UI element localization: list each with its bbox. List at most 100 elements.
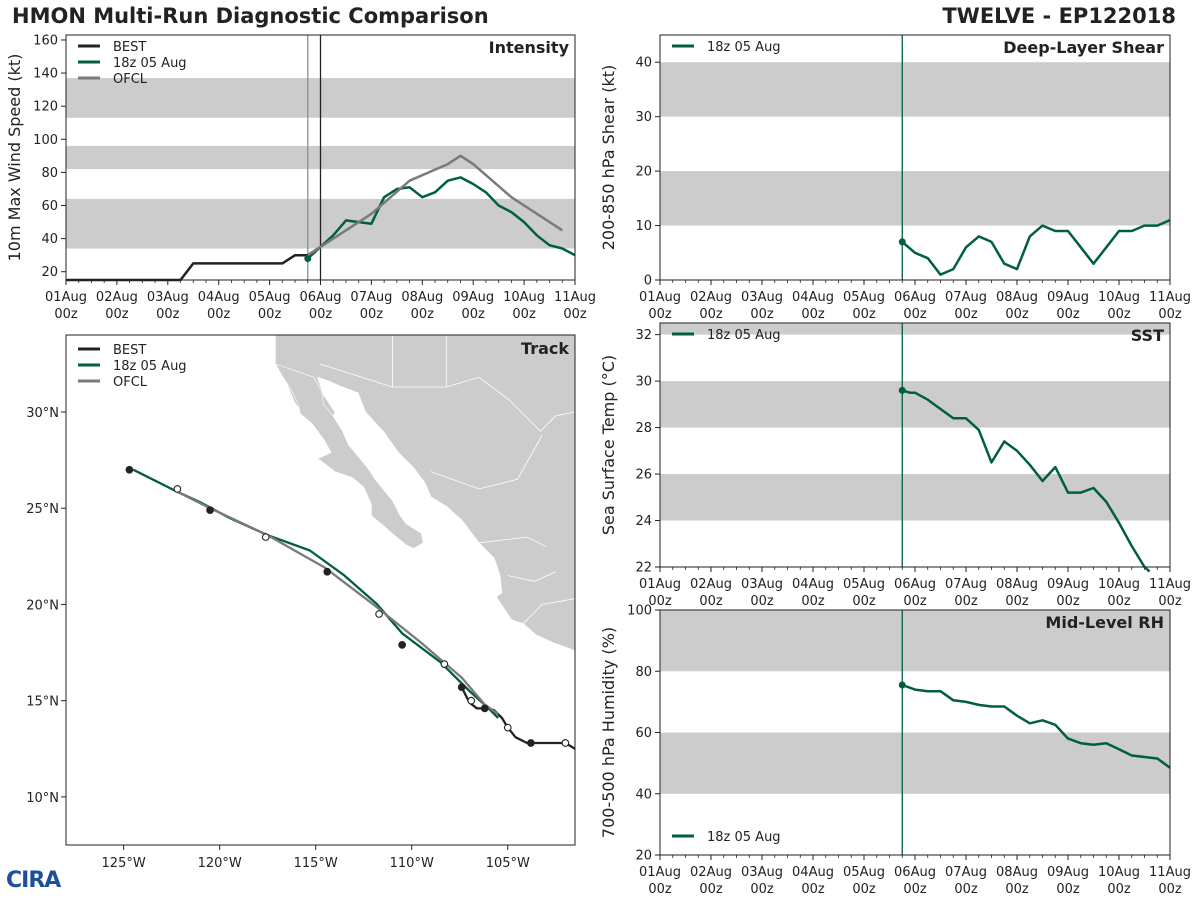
border-2 <box>446 376 575 432</box>
track-legend-label-0: BEST <box>113 343 146 358</box>
best-filled-marker <box>457 683 466 692</box>
track-series-18z-05-aug <box>132 468 500 719</box>
sst-band-1 <box>660 381 1170 428</box>
sst-xtick-hour-4: 00z <box>852 594 876 609</box>
page-title: HMON Multi-Run Diagnostic Comparison <box>12 4 489 28</box>
intensity-xtick-hour-2: 00z <box>156 307 180 322</box>
rh-xtick-hour-2: 00z <box>750 882 774 897</box>
shear-xtick-date-6: 07Aug <box>945 290 987 305</box>
rh-xtick-hour-0: 00z <box>648 882 672 897</box>
sst-xtick-hour-0: 00z <box>648 594 672 609</box>
track-series-ofcl <box>174 489 499 716</box>
intensity-xtick-date-2: 03Aug <box>147 290 189 305</box>
intensity-ytick-label-4: 100 <box>33 133 58 148</box>
intensity-xtick-date-1: 02Aug <box>96 290 138 305</box>
rh-xtick-date-0: 01Aug <box>639 865 681 880</box>
rh-panel: 20 40 60 80 100 01Aug 00z 02Aug 00z 03Aug 00z 04Aug… <box>599 604 1191 898</box>
intensity-init-point <box>304 254 312 262</box>
shear-ytick-label-2: 20 <box>635 165 652 180</box>
track-panel: 125°W 120°W 115°W 110°W 105°W 10°N 15°N 20°N 25°… <box>26 334 576 871</box>
rh-xtick-hour-3: 00z <box>801 882 825 897</box>
rh-band-1 <box>660 610 1170 672</box>
border-3 <box>319 363 447 388</box>
best-open-marker <box>467 696 476 705</box>
sst-ytick-label-5: 32 <box>635 328 652 343</box>
sst-xtick-date-1: 02Aug <box>690 577 732 592</box>
rh-xtick-date-3: 04Aug <box>792 865 834 880</box>
shear-band-1 <box>660 62 1170 117</box>
rh-ylabel: 700-500 hPa Humidity (%) <box>599 627 618 838</box>
shear-xtick-hour-3: 00z <box>801 307 825 322</box>
sst-ytick-label-4: 30 <box>635 375 652 390</box>
sst-ytick-label-3: 28 <box>635 421 652 436</box>
intensity-frame <box>65 34 576 281</box>
sst-xtick-date-4: 05Aug <box>843 577 885 592</box>
track-xtick-label-1: 120°W <box>198 856 242 871</box>
rh-band-0 <box>660 732 1170 794</box>
run-open-marker <box>375 610 383 618</box>
shear-xtick-date-8: 09Aug <box>1047 290 1089 305</box>
rh-legend-label-0: 18z 05 Aug <box>707 830 781 845</box>
best-filled-marker <box>526 739 535 747</box>
border-4 <box>430 434 543 490</box>
sst-xtick-date-3: 04Aug <box>792 577 834 592</box>
rh-xtick-hour-1: 00z <box>699 882 723 897</box>
rh-xtick-date-5: 06Aug <box>894 865 936 880</box>
track-xtick-label-2: 115°W <box>294 856 338 871</box>
sst-ytick-label-1: 24 <box>635 514 652 529</box>
shear-xtick-hour-4: 00z <box>852 307 876 322</box>
intensity-legend-label-2: OFCL <box>113 72 148 87</box>
intensity-title: Intensity <box>489 38 570 57</box>
intensity-series-18z-05-aug <box>306 176 576 260</box>
shear-xtick-date-1: 02Aug <box>690 290 732 305</box>
rh-init-point <box>898 681 906 689</box>
sst-panel: 22 24 26 28 30 32 01Aug 00z 02Aug 00z 03Aug 00z 04Au… <box>599 322 1191 609</box>
rh-frame <box>659 609 1171 856</box>
sst-xtick-date-8: 09Aug <box>1047 577 1089 592</box>
border-5 <box>478 536 547 548</box>
best-open-marker <box>503 723 512 732</box>
track-ytick-label-0: 10°N <box>26 791 59 806</box>
rh-xtick-date-7: 08Aug <box>996 865 1038 880</box>
rh-series-18z-05-aug <box>901 683 1171 769</box>
rh-ytick-label-2: 60 <box>635 726 652 741</box>
sst-xtick-date-0: 01Aug <box>639 577 681 592</box>
shear-ytick-label-1: 10 <box>635 219 652 234</box>
shear-xtick-date-4: 05Aug <box>843 290 885 305</box>
track-legend-label-1: 18z 05 Aug <box>113 359 187 374</box>
intensity-xtick-hour-8: 00z <box>462 307 486 322</box>
intensity-xtick-date-6: 07Aug <box>350 290 392 305</box>
intensity-panel: 20 40 60 80 100 120 140 160 01Aug 00z 02Aug 00z 03Au… <box>5 33 596 322</box>
track-ytick-label-1: 15°N <box>26 695 59 710</box>
intensity-legend-label-0: BEST <box>113 40 146 55</box>
rh-xtick-date-1: 02Aug <box>690 865 732 880</box>
sst-xtick-hour-3: 00z <box>801 594 825 609</box>
shear-series-18z-05-aug <box>901 218 1171 276</box>
sst-xtick-date-5: 06Aug <box>894 577 936 592</box>
shear-xtick-hour-9: 00z <box>1107 307 1131 322</box>
intensity-legend-label-1: 18z 05 Aug <box>113 56 187 71</box>
run-filled-marker <box>323 567 332 576</box>
shear-xtick-date-5: 06Aug <box>894 290 936 305</box>
shear-ytick-label-3: 30 <box>635 110 652 125</box>
sst-xtick-hour-1: 00z <box>699 594 723 609</box>
sst-band-0 <box>660 474 1170 521</box>
intensity-xtick-date-0: 01Aug <box>45 290 87 305</box>
sst-ytick-label-2: 26 <box>635 468 652 483</box>
intensity-xtick-hour-10: 00z <box>563 307 587 322</box>
rh-xtick-hour-9: 00z <box>1107 882 1131 897</box>
rh-xtick-hour-8: 00z <box>1056 882 1080 897</box>
intensity-xtick-hour-9: 00z <box>512 307 536 322</box>
shear-xtick-hour-1: 00z <box>699 307 723 322</box>
intensity-ylabel: 10m Max Wind Speed (kt) <box>5 54 24 262</box>
storm-id-title: TWELVE - EP122018 <box>942 4 1176 28</box>
intensity-ytick-label-3: 80 <box>41 166 58 181</box>
rh-xtick-date-8: 09Aug <box>1047 865 1089 880</box>
shear-xtick-date-2: 03Aug <box>741 290 783 305</box>
track-legend-label-2: OFCL <box>113 375 148 390</box>
intensity-ytick-label-2: 60 <box>41 199 58 214</box>
sst-xtick-hour-8: 00z <box>1056 594 1080 609</box>
best-filled-marker <box>480 704 489 713</box>
intensity-xtick-hour-5: 00z <box>309 307 333 322</box>
sst-xtick-hour-5: 00z <box>903 594 927 609</box>
